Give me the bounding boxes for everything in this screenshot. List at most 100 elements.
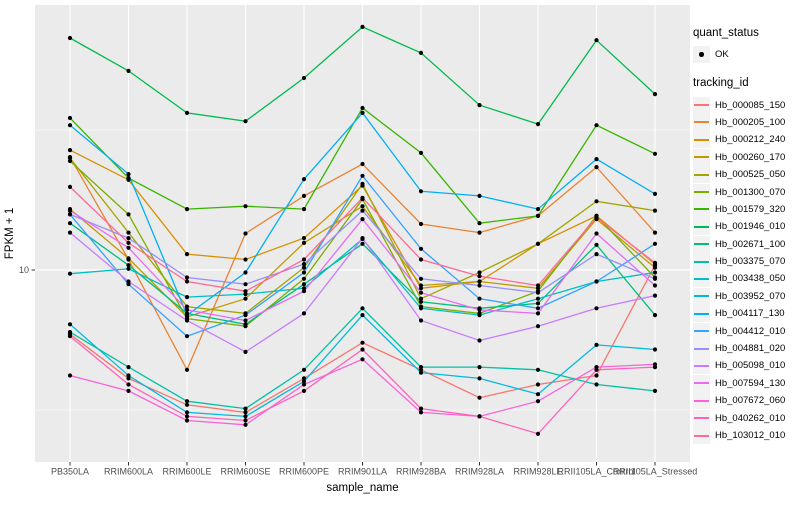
- series-color-line-icon: [694, 382, 709, 385]
- series-color-line-icon: [694, 208, 709, 211]
- legend-key: [693, 374, 710, 392]
- data-point: [184, 279, 190, 284]
- data-point: [535, 241, 541, 246]
- legend-key: [693, 131, 710, 149]
- legend-item: Hb_001300_070: [693, 183, 799, 201]
- data-point: [594, 199, 599, 204]
- legend-item-label: Hb_000212_240: [715, 134, 786, 146]
- data-point: [594, 215, 599, 220]
- data-point: [594, 373, 599, 378]
- legend-item: Hb_040262_010: [693, 409, 799, 427]
- data-point: [477, 193, 482, 198]
- data-point: [126, 365, 131, 370]
- data-point: [477, 365, 482, 370]
- legend-item: Hb_003438_050: [693, 270, 799, 288]
- data-point: [360, 236, 365, 241]
- legend-item-label: Hb_005098_010: [715, 360, 786, 372]
- data-point: [418, 50, 424, 56]
- data-point: [67, 158, 73, 164]
- legend-item-label: Hb_003438_050: [715, 273, 786, 285]
- data-point: [67, 271, 73, 276]
- data-point: [477, 230, 482, 235]
- legend-key: [693, 96, 710, 114]
- data-point: [301, 388, 307, 393]
- data-point: [360, 340, 365, 345]
- data-point: [477, 313, 482, 318]
- data-point: [477, 307, 482, 312]
- data-point: [67, 373, 73, 378]
- legend-key: [693, 427, 710, 444]
- data-point: [535, 122, 541, 127]
- data-point: [418, 290, 424, 295]
- legend-key-ok: [693, 46, 710, 64]
- data-point: [594, 382, 599, 387]
- data-point: [184, 334, 190, 339]
- data-point: [535, 324, 541, 329]
- legend-item-label: Hb_000260_170: [715, 151, 786, 163]
- legend-key: [693, 148, 710, 166]
- data-point: [418, 150, 424, 155]
- y-axis-title: FPKM + 1: [4, 208, 16, 259]
- legend-item: Hb_004412_010: [693, 322, 799, 340]
- data-point: [301, 207, 307, 212]
- legend: quant_status OK tracking_id Hb_000085_15…: [693, 27, 799, 444]
- data-point: [652, 276, 658, 281]
- data-point: [243, 289, 248, 294]
- data-point: [184, 402, 190, 407]
- data-point: [652, 265, 658, 270]
- legend-item-ok: OK: [693, 46, 799, 64]
- data-point: [126, 240, 131, 245]
- data-point: [652, 293, 658, 298]
- data-point: [535, 296, 541, 301]
- legend-item: Hb_000525_050: [693, 166, 799, 184]
- x-tick-label: RRII105LA_Control: [557, 467, 635, 477]
- data-point: [360, 161, 365, 167]
- series-color-line-icon: [694, 364, 709, 367]
- legend-item-label: Hb_003375_070: [715, 256, 786, 268]
- data-point: [418, 296, 424, 301]
- data-point: [418, 276, 424, 281]
- data-point: [243, 119, 248, 124]
- legend-key: [693, 270, 710, 288]
- data-point: [418, 318, 424, 323]
- legend-key: [693, 305, 710, 323]
- data-point: [535, 382, 541, 387]
- data-point: [126, 230, 131, 235]
- series-color-line-icon: [694, 173, 709, 176]
- data-point: [652, 230, 658, 235]
- legend-key: [693, 409, 710, 427]
- point-marker-icon: [699, 52, 704, 57]
- series-color-line-icon: [694, 417, 709, 420]
- data-point: [126, 382, 131, 387]
- data-point: [652, 283, 658, 288]
- legend-title-tracking-id: tracking_id: [693, 77, 749, 90]
- series-color-line-icon: [694, 347, 709, 350]
- data-point: [535, 290, 541, 295]
- data-point: [126, 376, 131, 381]
- data-point: [535, 311, 541, 316]
- data-point: [418, 246, 424, 251]
- data-point: [535, 283, 541, 288]
- data-point: [535, 392, 541, 397]
- data-point: [126, 172, 131, 177]
- x-tick-label: RRIM600LA: [104, 467, 153, 477]
- legend-key: [693, 235, 710, 253]
- series-color-line-icon: [694, 243, 709, 246]
- data-point: [243, 414, 248, 419]
- data-point: [301, 270, 307, 275]
- data-point: [477, 221, 482, 226]
- data-point: [360, 357, 365, 362]
- legend-key: [693, 218, 710, 236]
- data-point: [184, 313, 190, 318]
- data-point: [535, 213, 541, 218]
- data-point: [360, 181, 365, 186]
- data-point: [477, 274, 482, 279]
- data-point: [301, 282, 307, 287]
- data-point: [67, 334, 73, 339]
- data-point: [301, 276, 307, 281]
- data-point: [126, 279, 131, 284]
- data-point: [243, 318, 248, 323]
- data-point: [594, 157, 599, 162]
- data-point: [652, 365, 658, 370]
- data-point: [301, 265, 307, 270]
